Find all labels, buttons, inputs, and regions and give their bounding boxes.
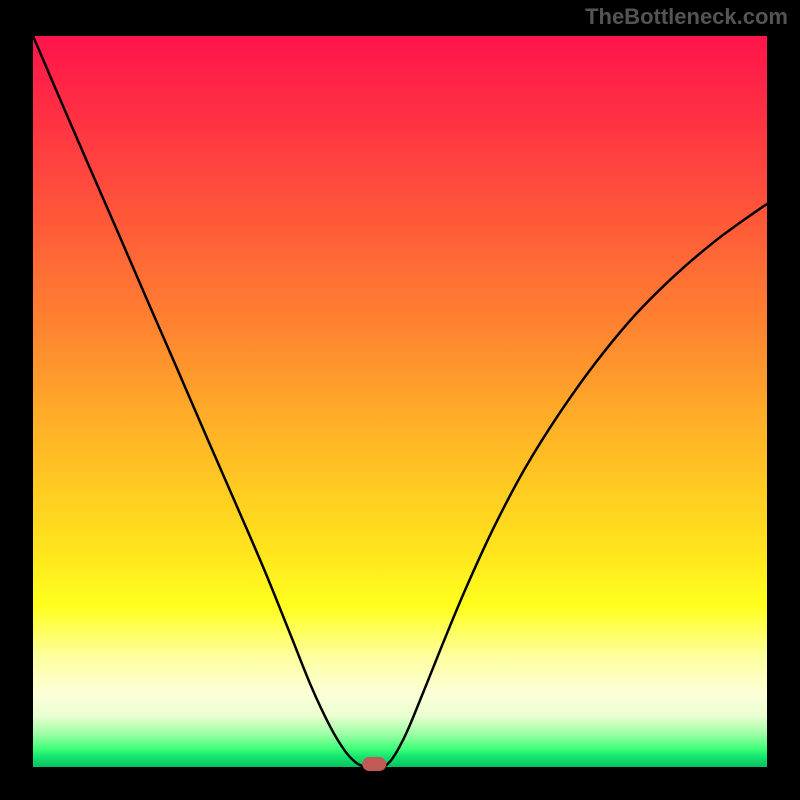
plot-area xyxy=(33,36,767,767)
watermark-text: TheBottleneck.com xyxy=(585,4,788,30)
optimal-marker xyxy=(362,757,386,771)
bottleneck-chart xyxy=(0,0,800,800)
chart-container: TheBottleneck.com xyxy=(0,0,800,800)
